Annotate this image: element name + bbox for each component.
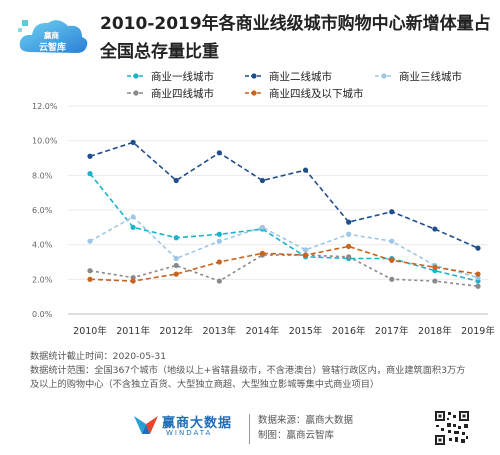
data-point xyxy=(389,276,395,282)
footer-divider xyxy=(249,414,250,444)
series-line xyxy=(89,245,479,282)
data-point xyxy=(173,262,179,269)
data-point xyxy=(346,231,352,237)
data-point xyxy=(475,245,481,251)
y-tick-label: 0.0% xyxy=(32,310,53,319)
x-tick-label: 2011年 xyxy=(116,325,150,337)
data-point xyxy=(346,243,352,249)
series-line xyxy=(89,173,479,282)
data-point xyxy=(216,231,222,237)
x-tick-label: 2012年 xyxy=(159,325,193,337)
data-point xyxy=(216,278,222,284)
data-point xyxy=(87,268,93,274)
legend-swatch-marker xyxy=(381,73,387,79)
x-tick-label: 2015年 xyxy=(289,325,323,337)
data-point xyxy=(432,264,438,270)
data-point xyxy=(87,238,93,244)
legend-label: 商业二线城市 xyxy=(269,70,332,83)
data-point xyxy=(130,139,136,145)
data-point xyxy=(389,257,395,263)
qr-code-icon xyxy=(434,410,470,446)
qr-code[interactable] xyxy=(434,410,470,446)
legend-swatch-marker xyxy=(133,73,139,79)
legend-label: 商业四线城市 xyxy=(151,87,214,100)
brand-subtitle: WINDATA xyxy=(166,429,213,437)
cloud-logo-icon xyxy=(18,20,88,54)
data-point xyxy=(259,177,266,184)
x-tick-label: 2018年 xyxy=(418,325,452,337)
x-tick-label: 2017年 xyxy=(375,325,409,337)
data-point xyxy=(173,235,179,241)
y-tick-label: 10.0% xyxy=(32,137,58,146)
logo xyxy=(16,12,92,60)
data-point xyxy=(130,214,136,220)
windata-logo-icon xyxy=(134,416,158,434)
brand-name: 赢商大数据 xyxy=(162,416,233,431)
y-tick-label: 8.0% xyxy=(32,171,53,180)
series-line xyxy=(89,141,479,249)
logo-text-bottom: 云智库 xyxy=(39,43,67,53)
data-point xyxy=(216,238,222,244)
x-tick-label: 2016年 xyxy=(332,325,366,337)
chart-maker: 制图：赢商云智库 xyxy=(258,430,335,441)
note-scope-2: 及以上的购物中心（不含独立百货、大型独立商超、大型独立影城等集中式商业项目） xyxy=(30,379,380,390)
y-tick-label: 4.0% xyxy=(32,241,53,250)
data-point xyxy=(346,219,352,225)
data-point xyxy=(259,224,266,230)
data-point xyxy=(432,278,438,284)
legend-swatch-marker xyxy=(133,90,139,96)
data-point xyxy=(130,278,136,284)
data-point xyxy=(130,224,136,230)
y-tick-label: 6.0% xyxy=(32,206,53,215)
legend-label: 商业一线城市 xyxy=(151,70,214,83)
y-tick-label: 12.0% xyxy=(32,102,58,111)
data-point xyxy=(87,276,93,282)
legend-swatch-marker xyxy=(251,73,257,79)
x-tick-label: 2019年 xyxy=(461,325,495,337)
brand-logo xyxy=(133,412,159,442)
data-point xyxy=(173,271,179,277)
legend-label: 商业三线城市 xyxy=(399,70,462,83)
data-point xyxy=(216,259,222,265)
series-line xyxy=(89,215,479,279)
legend-label: 商业四线及以下城市 xyxy=(269,87,364,100)
note-date: 数据统计截止时间：2020-05-31 xyxy=(30,351,167,362)
data-point xyxy=(259,250,266,256)
chart-title: 2010-2019年各商业线级城市购物中心新增体量占全国总存量比重 xyxy=(100,14,491,62)
source-info: 数据来源：赢商大数据 制图：赢商云智库 xyxy=(258,413,353,443)
line-chart: 0.0% 2.0% 4.0% 6.0% 8.0% 10.0% 12.0% 2010年 2011年… xyxy=(32,70,495,337)
data-point xyxy=(87,171,93,177)
data-point xyxy=(346,254,352,260)
notes: 数据统计截止时间：2020-05-31 数据统计范围：全国367个城市（地级以上… xyxy=(30,350,490,392)
data-point xyxy=(302,247,309,253)
data-point xyxy=(302,252,309,258)
x-tick-label: 2010年 xyxy=(73,325,107,337)
logo-text-top: 赢商 xyxy=(44,31,59,40)
legend-swatch-marker xyxy=(251,90,257,96)
data-point xyxy=(87,153,93,159)
data-point xyxy=(173,255,179,262)
data-point xyxy=(389,238,395,244)
x-tick-label: 2013年 xyxy=(202,325,236,337)
y-tick-label: 2.0% xyxy=(32,275,53,284)
data-point xyxy=(216,150,222,156)
data-point xyxy=(302,167,309,173)
data-point xyxy=(475,271,481,277)
note-scope-1: 数据统计范围：全国367个城市（地级以上+省辖县级市，不含港澳台）管辖行政区内，… xyxy=(30,365,466,376)
data-source: 数据来源：赢商大数据 xyxy=(258,415,354,426)
data-point xyxy=(389,209,395,215)
series-line xyxy=(89,254,479,288)
data-point xyxy=(173,177,179,184)
data-point xyxy=(475,283,481,289)
x-tick-label: 2014年 xyxy=(246,325,280,337)
data-point xyxy=(432,226,438,232)
